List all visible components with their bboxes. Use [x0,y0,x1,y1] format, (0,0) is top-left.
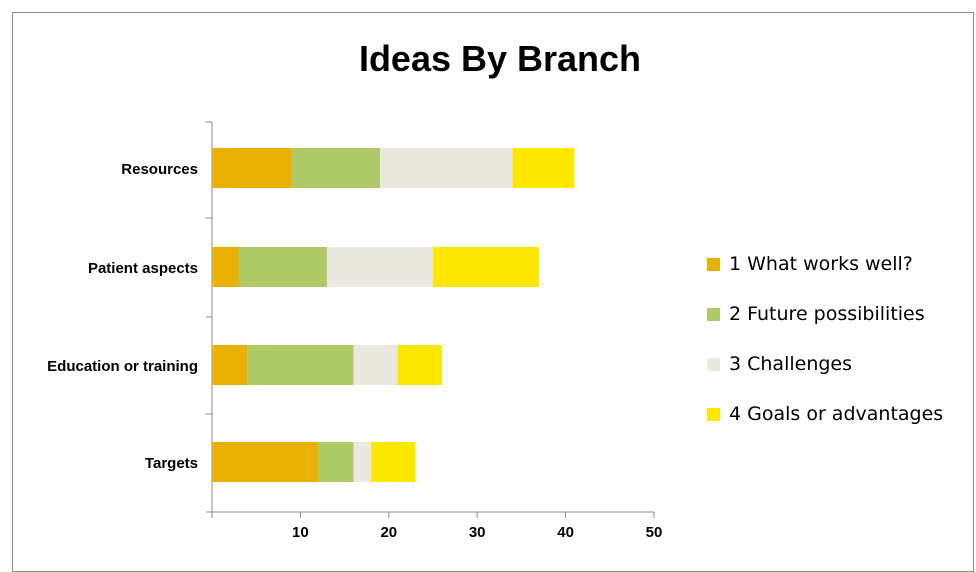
legend-item-3: 3 Challenges [707,348,943,380]
legend-swatch-2 [707,307,720,321]
bar-segment-2-series-3 [326,247,433,287]
bar-segment-3-series-1 [212,345,248,385]
bar-segment-4-series-1 [212,442,319,482]
legend-item-2: 2 Future possibilities [707,298,943,330]
legend-item-4: 4 Goals or advantages [707,398,943,430]
category-label-2: Patient aspects [88,260,198,277]
category-label-4: Targets [145,455,198,472]
x-tick-label-10: 10 [292,524,309,541]
x-tick-label-20: 20 [380,524,397,541]
legend-swatch-1 [707,257,720,271]
x-tick-label-40: 40 [557,524,574,541]
x-tick-label-50: 50 [646,524,663,541]
bar-segment-2-series-2 [238,247,327,287]
category-label-3: Education or training [47,358,198,375]
chart-frame [12,12,974,572]
bar-segment-1-series-4 [512,148,575,188]
bar-segment-2-series-1 [212,247,239,287]
bar-segment-3-series-4 [397,345,442,385]
category-label-1: Resources [121,161,198,178]
bar-segment-3-series-3 [353,345,398,385]
bar-segment-3-series-2 [247,345,354,385]
chart-title: Ideas By Branch [358,38,642,79]
bar-segment-4-series-3 [353,442,372,482]
bar-segment-1-series-2 [291,148,380,188]
legend-label-4: 4 Goals or advantages [729,403,944,425]
bar-segment-1-series-1 [212,148,292,188]
legend-label-3: 3 Challenges [729,353,853,375]
bar-segment-2-series-4 [433,247,540,287]
legend-swatch-3 [707,357,720,371]
legend-label-1: 1 What works well? [729,253,913,275]
bar-segment-1-series-3 [379,148,513,188]
bar-segment-4-series-2 [318,442,354,482]
x-tick-label-30: 30 [469,524,486,541]
chart-legend: 1 What works well? 2 Future possibilitie… [707,248,943,430]
legend-item-1: 1 What works well? [707,248,943,280]
legend-label-2: 2 Future possibilities [729,303,925,325]
legend-swatch-4 [707,407,720,421]
bar-segment-4-series-4 [371,442,416,482]
chart-plot: 10 20 30 40 50 Resources Patient aspects Educat… [47,121,663,541]
